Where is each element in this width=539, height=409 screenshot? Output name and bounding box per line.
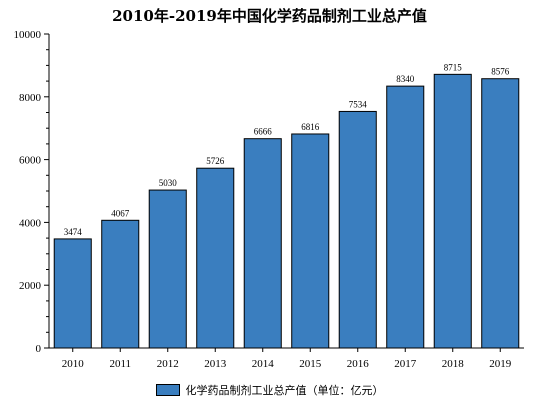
y-tick-label: 2000 [19,280,42,292]
data-label-2016: 7534 [349,99,368,109]
bar-2018 [433,73,472,349]
bar-2019 [481,78,520,349]
legend-swatch [155,384,180,396]
bar-2016 [338,110,377,349]
x-tick-label-2012: 2012 [157,358,179,370]
data-label-2014: 6666 [254,127,273,137]
bar-2015 [291,133,330,349]
x-tick-label-2017: 2017 [394,358,417,370]
plot-area: 0 2000 4000 6000 8000 10000 3474 2010 4067 2011 50… [14,29,524,370]
bar-2014 [243,138,282,349]
x-tick-label-2016: 2016 [347,358,370,370]
data-label-2013: 5726 [206,156,225,166]
x-tick-label-2010: 2010 [62,358,85,370]
bar-2017 [386,85,425,349]
x-tick-label-2019: 2019 [489,358,512,370]
legend: 化学药品制剂工业总产值（单位：亿元） [0,382,539,398]
data-label-2018: 8715 [444,62,463,72]
bar-2012 [148,189,187,349]
y-tick-label: 10000 [14,29,42,41]
data-label-2015: 6816 [301,122,320,132]
data-label-2010: 3474 [64,227,83,237]
bar-2013 [196,167,235,349]
y-tick-label: 0 [36,343,42,355]
data-label-2011: 4067 [111,208,130,218]
x-tick-label-2014: 2014 [252,358,275,370]
bar-2010 [53,238,92,349]
y-tick-label: 4000 [19,217,42,229]
x-tick-label-2013: 2013 [204,358,227,370]
y-tick-label: 6000 [19,155,42,167]
x-tick-label-2011: 2011 [109,358,131,370]
data-label-2012: 5030 [159,178,178,188]
y-tick-label: 8000 [19,92,42,104]
bar-2011 [101,219,140,349]
data-label-2019: 8576 [491,67,510,77]
x-tick-label-2015: 2015 [299,358,322,370]
data-label-2017: 8340 [396,74,415,84]
chart-title: 2010年-2019年中国化学药品制剂工业总产值 [112,7,427,25]
x-tick-label-2018: 2018 [442,358,465,370]
legend-label: 化学药品制剂工业总产值（单位：亿元） [185,384,384,397]
